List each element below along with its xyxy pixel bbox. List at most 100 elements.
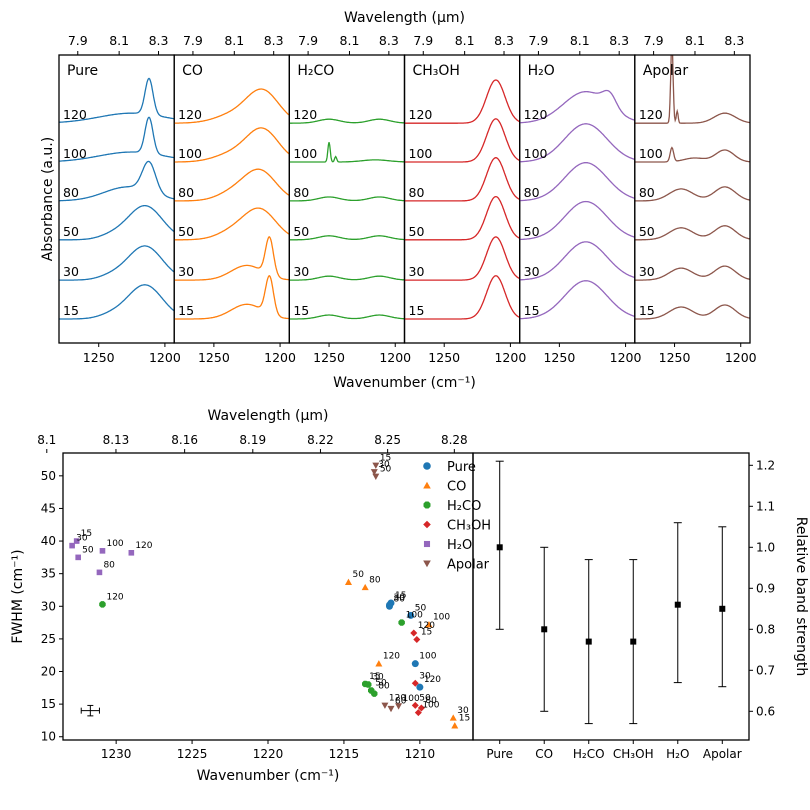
point-label: 80	[369, 575, 381, 585]
spectrum-ch3oh-100	[404, 118, 520, 163]
band-value-marker	[719, 605, 726, 612]
temp-label: 120	[639, 107, 663, 122]
legend-marker-h2o	[423, 540, 431, 548]
band-value-marker	[630, 638, 637, 645]
point-label: 100	[406, 611, 423, 621]
point-co-80	[361, 583, 369, 591]
panel-ch3oh: 120 100 80 50 30 15 CH₃OH 1250 1200 7.9 8.1 8.3	[403, 33, 526, 365]
band-2: H₂CO	[573, 559, 605, 761]
category-label: CH₃OH	[613, 747, 654, 761]
panel-title: H₂O	[528, 63, 555, 79]
panel-curves	[404, 79, 520, 320]
spectrum-apolar-50	[634, 225, 750, 241]
scatter-top-axis-label: Wavelength (μm)	[208, 408, 329, 424]
panel-curves	[289, 118, 405, 320]
spectrum-apolar-80	[634, 186, 750, 202]
point-apolar-80	[387, 705, 395, 713]
panel-curves	[174, 88, 290, 320]
temp-label: 15	[178, 303, 194, 318]
spectrum-co-120	[174, 88, 290, 124]
y-tick-label: 30	[41, 599, 56, 613]
top-tick-label: 8.1	[685, 33, 705, 48]
point-label: 30	[457, 706, 469, 716]
point-label: 50	[380, 464, 392, 474]
spectrum-co-100	[174, 127, 290, 163]
spectrum-h2o-80	[519, 162, 635, 202]
band-strength-plot: 0.6 0.7 0.8 0.9 1.0 1.1 1.2 Relative band stren…	[472, 452, 809, 761]
point-label: 100	[433, 613, 450, 623]
spectrum-h2o-120	[519, 89, 635, 124]
spectrum-ch3oh-50	[404, 195, 520, 241]
top-tick-label: 8.19	[239, 433, 266, 447]
spectrum-apolar-15	[634, 304, 750, 320]
point-label: 30	[393, 593, 405, 603]
point-ch3oh-120	[410, 629, 418, 637]
temp-label: 80	[409, 185, 425, 200]
point-label: 15	[81, 529, 92, 539]
temp-label: 120	[178, 107, 202, 122]
point-pure-50	[407, 611, 415, 619]
category-label: Pure	[486, 747, 513, 761]
temp-label: 80	[524, 185, 540, 200]
temp-label: 80	[63, 185, 79, 200]
top-tick-label: 8.1	[109, 33, 129, 48]
point-label: 50	[375, 678, 387, 688]
top-tick-label: 8.1	[224, 33, 244, 48]
temp-label: 50	[63, 224, 79, 239]
x-tick-label: 1225	[177, 747, 208, 761]
point-h2o-100	[99, 548, 106, 554]
legend-marker-h2co	[423, 501, 431, 509]
top-tick-label: 8.1	[340, 33, 360, 48]
top-tick-label: 8.1	[37, 433, 56, 447]
point-label: 30	[76, 534, 88, 544]
top-tick-label: 7.9	[644, 33, 664, 48]
category-label: Apolar	[703, 747, 742, 761]
panel-title: Apolar	[643, 63, 688, 79]
point-ch3oh-50	[411, 701, 419, 709]
temp-label: 50	[178, 224, 194, 239]
temp-label: 30	[524, 264, 540, 279]
top-tick-label: 8.16	[171, 433, 198, 447]
point-pure-120	[416, 683, 424, 691]
y-tick-label: 40	[41, 534, 56, 548]
point-label: 15	[421, 628, 432, 638]
temp-label: 100	[524, 146, 548, 161]
y-tick-label: 0.6	[756, 704, 775, 718]
point-label: 50	[415, 603, 427, 613]
point-label: 50	[82, 545, 94, 555]
point-label: 15	[459, 714, 470, 724]
y-tick-label: 0.9	[756, 581, 775, 595]
band-3: CH₃OH	[613, 559, 654, 761]
point-co-100	[425, 621, 433, 628]
top-tick-label: 8.25	[374, 433, 401, 447]
spectrum-h2co-120	[289, 118, 405, 124]
absorbance-axis-label: Absorbance (a.u.)	[40, 137, 56, 261]
spectrum-pure-30	[59, 245, 175, 281]
top-tick-label: 8.3	[149, 33, 169, 48]
point-h2o-15	[73, 538, 80, 544]
point-label: 80	[425, 696, 437, 706]
panel-h2co: 120 100 80 50 30 15 H₂CO 1250 1200 7.9 8.1 8.3	[288, 33, 411, 365]
panel-curves	[634, 55, 750, 320]
point-apolar-100	[395, 703, 403, 710]
point-pure-100	[411, 660, 419, 668]
spectrum-co-80	[174, 168, 290, 202]
point-label: 100	[419, 652, 436, 662]
x-tick-label: 1200	[725, 350, 757, 365]
spectrum-co-15	[174, 275, 290, 320]
top-tick-label: 7.9	[183, 33, 203, 48]
top-tick-label: 7.9	[413, 33, 433, 48]
x-tick-label: 1200	[610, 350, 642, 365]
point-label: 120	[383, 652, 400, 662]
temp-label: 80	[639, 185, 655, 200]
scatter-x-axis-label: Wavenumber (cm⁻¹)	[197, 768, 340, 784]
legend-label-co: CO	[447, 480, 466, 495]
x-tick-label: 1230	[101, 747, 132, 761]
x-tick-label: 1200	[149, 350, 181, 365]
top-tick-label: 8.13	[103, 433, 130, 447]
temp-label: 50	[409, 224, 425, 239]
scatter-y-axis-label: FWHM (cm⁻¹)	[10, 549, 26, 643]
y-tick-label: 1.1	[756, 499, 775, 513]
x-tick-label: 1250	[198, 350, 230, 365]
top-tick-label: 8.3	[609, 33, 629, 48]
